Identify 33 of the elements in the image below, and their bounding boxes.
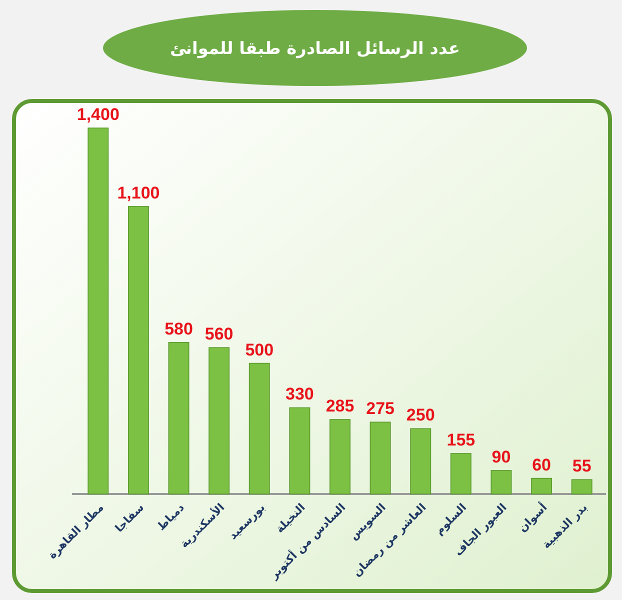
data-label: 560	[204, 324, 234, 344]
bar	[531, 478, 552, 494]
data-label: 250	[406, 406, 435, 425]
bar	[571, 479, 592, 494]
data-label: 90	[492, 447, 511, 466]
data-label: 1,100	[117, 183, 160, 202]
bar	[490, 470, 512, 494]
bar	[289, 407, 310, 494]
data-label: 285	[326, 396, 354, 416]
data-label: 155	[446, 430, 476, 450]
bar	[370, 422, 391, 494]
bar	[450, 453, 472, 494]
bar	[330, 419, 350, 494]
data-label: 55	[572, 456, 592, 476]
x-tick-label: سفاجا	[112, 500, 147, 535]
data-label: 60	[532, 455, 551, 474]
x-tick-label: دمياط	[154, 500, 188, 534]
bar	[208, 347, 230, 494]
bar	[168, 342, 190, 494]
data-label: 580	[164, 319, 193, 338]
bar	[410, 428, 432, 494]
bar	[248, 362, 270, 494]
x-tick-label: مطار القاهرة	[46, 500, 106, 562]
chart-title: عدد الرسائل الصادرة طبقا للموانئ	[170, 39, 460, 59]
x-tick-label: النخيلة	[273, 500, 308, 536]
data-label: 500	[245, 340, 274, 360]
x-tick-label: السويس	[346, 500, 388, 542]
data-label: 1,400	[76, 105, 120, 124]
x-tick-label: بورسعيد	[226, 500, 268, 542]
data-label: 330	[286, 384, 314, 404]
data-label: 275	[366, 399, 394, 418]
bar	[128, 206, 149, 494]
bar	[88, 128, 109, 494]
